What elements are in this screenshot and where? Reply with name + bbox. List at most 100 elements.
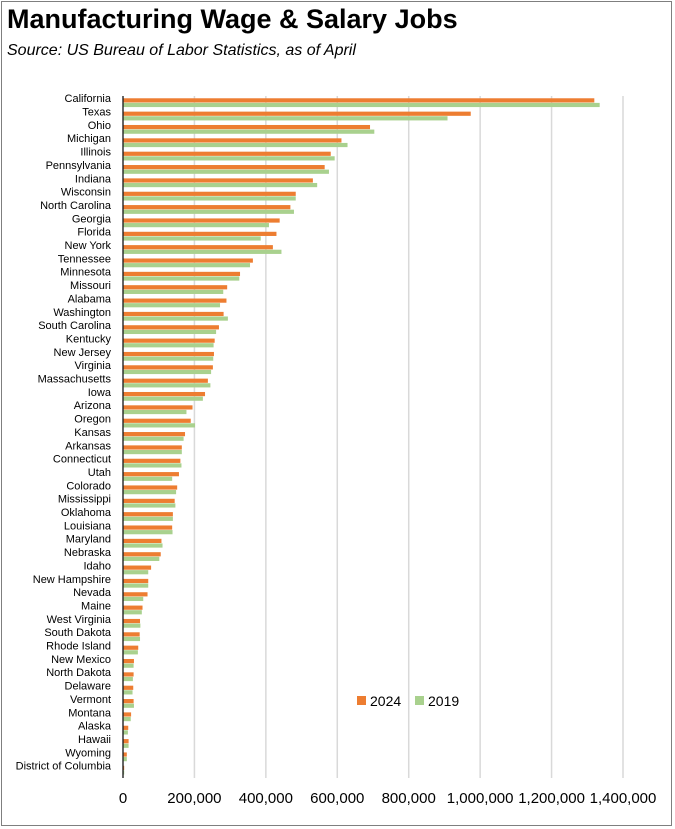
bar-2019-oregon [123, 423, 196, 428]
legend-label-2019: 2019 [428, 693, 459, 709]
bar-2024-vermont [123, 699, 134, 704]
bar-2019-new-mexico [123, 663, 134, 668]
bar-2019-nevada [123, 596, 144, 602]
bar-2019-new-hampshire [123, 583, 149, 588]
category-label-pennsylvania: Pennsylvania [46, 160, 112, 172]
category-label-washington: Washington [53, 307, 111, 319]
bar-2024-michigan [123, 138, 342, 143]
bar-2024-maryland [123, 538, 162, 544]
bar-2024-louisiana [123, 525, 173, 530]
bar-2019-pennsylvania [123, 169, 329, 174]
category-label-florida: Florida [77, 227, 112, 239]
bar-2024-mississippi [123, 498, 175, 503]
bar-2019-kentucky [123, 343, 214, 348]
category-label-illinois: Illinois [80, 147, 111, 159]
bar-2019-new-york [123, 249, 282, 254]
bar-2024-alabama [123, 298, 227, 303]
bar-2024-oklahoma [123, 512, 173, 517]
category-label-california: California [65, 93, 112, 105]
category-label-kansas: Kansas [74, 427, 111, 439]
bar-2019-rhode-island [123, 650, 138, 655]
category-label-arizona: Arizona [74, 400, 112, 412]
category-label-maryland: Maryland [66, 534, 111, 546]
category-label-maine: Maine [81, 600, 111, 612]
bar-2024-north-dakota [123, 672, 134, 677]
legend-label-2024: 2024 [370, 693, 401, 709]
gridlines [193, 96, 624, 778]
bar-2024-new-jersey [123, 351, 214, 357]
bar-2019-mississippi [123, 503, 176, 508]
bar-2019-west-virginia [123, 623, 141, 628]
x-tick-labels: 0 200,000 400,000 600,000 800,000 1,000,000 1,… [119, 790, 657, 807]
bar-2024-delaware [123, 685, 134, 690]
category-label-tennessee: Tennessee [58, 253, 111, 265]
bar-2019-massachusetts [123, 383, 211, 388]
legend-swatch-2019 [415, 696, 424, 705]
x-tick-label-7: 1,400,000 [590, 790, 657, 807]
bar-2019-florida [123, 236, 261, 241]
bar-2019-missouri [123, 289, 224, 294]
bar-2019-ohio [123, 129, 375, 134]
category-label-missouri: Missouri [70, 280, 111, 292]
category-label-utah: Utah [88, 467, 111, 479]
bar-2024-new-hampshire [123, 578, 149, 584]
bar-2019-maryland [123, 543, 163, 548]
bar-2019-california [123, 102, 600, 108]
category-label-hawaii: Hawaii [78, 734, 111, 746]
bar-2024-massachusetts [123, 378, 208, 383]
bar-2024-california [123, 98, 595, 103]
bar-2024-utah [123, 472, 179, 477]
category-label-north-dakota: North Dakota [46, 667, 112, 679]
bar-2019-indiana [123, 182, 318, 188]
category-label-new-hampshire: New Hampshire [33, 574, 111, 586]
x-tick-label-2: 400,000 [239, 790, 293, 807]
bar-2024-hawaii [123, 739, 129, 744]
chart-title: Manufacturing Wage & Salary Jobs [7, 4, 458, 34]
bar-2024-south-dakota [123, 632, 140, 637]
category-label-south-carolina: South Carolina [38, 320, 112, 332]
bar-2024-missouri [123, 285, 228, 290]
x-tick-label-4: 800,000 [382, 790, 436, 807]
category-label-idaho: Idaho [83, 560, 111, 572]
bar-2024-maine [123, 605, 143, 610]
bar-2024-pennsylvania [123, 165, 325, 170]
bar-2024-nebraska [123, 552, 161, 557]
bar-2019-alabama [123, 303, 221, 308]
bar-2019-south-carolina [123, 329, 217, 335]
category-label-kentucky: Kentucky [66, 333, 112, 345]
category-label-new-york: New York [65, 240, 112, 252]
bar-2024-colorado [123, 485, 178, 490]
bar-2024-connecticut [123, 458, 181, 463]
category-label-new-jersey: New Jersey [54, 347, 112, 359]
category-label-nevada: Nevada [73, 587, 112, 599]
bar-2019-arkansas [123, 449, 182, 455]
bar-2019-connecticut [123, 463, 182, 468]
category-label-oregon: Oregon [74, 414, 111, 426]
category-label-minnesota: Minnesota [60, 267, 112, 279]
category-label-massachusetts: Massachusetts [38, 374, 112, 386]
bar-2019-alaska [123, 730, 128, 735]
bar-2024-florida [123, 231, 277, 236]
category-label-ohio: Ohio [88, 120, 111, 132]
bar-2019-district-of-columbia [123, 770, 125, 775]
legend: 2024 2019 [357, 693, 459, 709]
bar-2019-virginia [123, 369, 212, 375]
bar-2024-iowa [123, 391, 206, 397]
category-label-delaware: Delaware [65, 681, 111, 693]
category-label-louisiana: Louisiana [64, 520, 112, 532]
x-tick-label-3: 600,000 [310, 790, 364, 807]
category-label-alabama: Alabama [68, 293, 112, 305]
bar-2019-north-dakota [123, 676, 133, 682]
category-label-new-mexico: New Mexico [51, 654, 111, 666]
bar-2019-maine [123, 610, 142, 615]
bar-2019-hawaii [123, 743, 129, 748]
category-label-indiana: Indiana [75, 173, 112, 185]
bar-2019-oklahoma [123, 516, 173, 521]
bar-2024-idaho [123, 565, 152, 570]
bar-2024-kansas [123, 432, 186, 437]
x-tick-label-6: 1,200,000 [518, 790, 585, 807]
x-tick-label-1: 200,000 [167, 790, 221, 807]
bar-2024-texas [123, 111, 471, 116]
bar-2019-south-dakota [123, 636, 141, 642]
